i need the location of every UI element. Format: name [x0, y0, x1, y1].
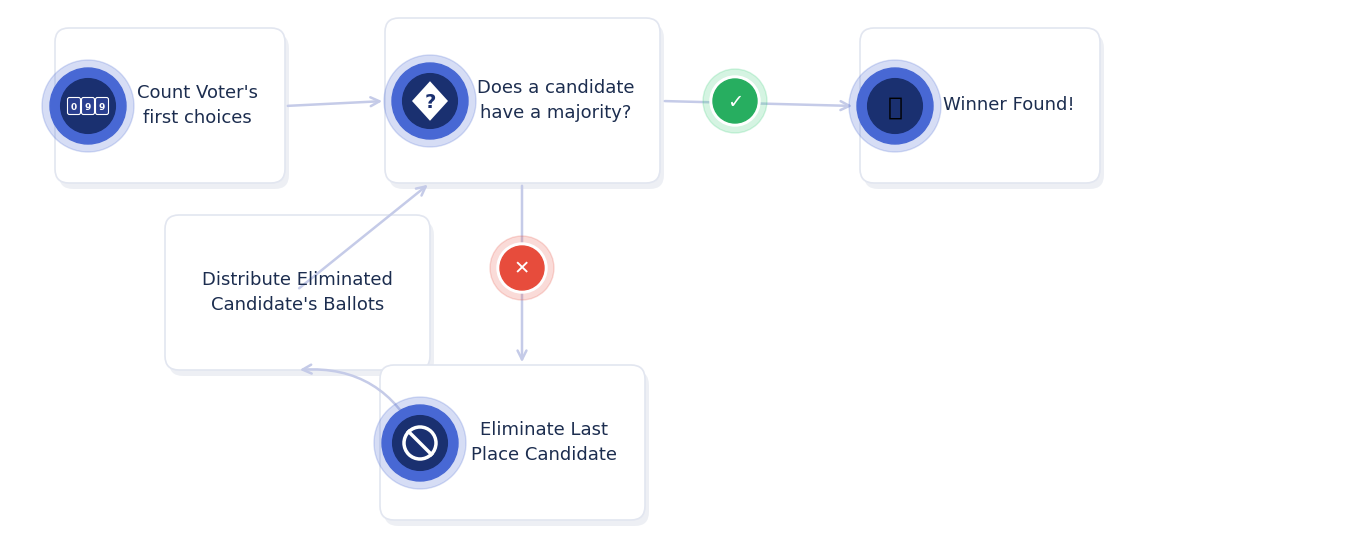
Circle shape — [42, 60, 134, 152]
FancyBboxPatch shape — [384, 371, 649, 526]
Text: Eliminate Last
Place Candidate: Eliminate Last Place Candidate — [471, 421, 618, 464]
Text: 9: 9 — [84, 102, 91, 111]
Text: Distribute Eliminated
Candidate's Ballots: Distribute Eliminated Candidate's Ballot… — [202, 271, 392, 314]
FancyBboxPatch shape — [864, 34, 1104, 189]
FancyBboxPatch shape — [380, 365, 645, 520]
FancyBboxPatch shape — [95, 97, 109, 115]
Circle shape — [497, 243, 547, 293]
Circle shape — [50, 68, 126, 144]
Circle shape — [490, 236, 554, 300]
FancyBboxPatch shape — [388, 24, 664, 189]
FancyBboxPatch shape — [81, 97, 95, 115]
Text: ✕: ✕ — [513, 260, 530, 278]
Text: Count Voter's
first choices: Count Voter's first choices — [137, 84, 258, 127]
Circle shape — [857, 68, 933, 144]
Circle shape — [500, 246, 545, 290]
FancyBboxPatch shape — [68, 97, 80, 115]
Text: 0: 0 — [71, 102, 77, 111]
FancyBboxPatch shape — [58, 34, 289, 189]
Text: Does a candidate
have a majority?: Does a candidate have a majority? — [477, 79, 634, 122]
Polygon shape — [411, 81, 448, 121]
Circle shape — [382, 405, 458, 481]
Circle shape — [392, 63, 469, 139]
Text: Winner Found!: Winner Found! — [942, 96, 1074, 115]
Text: 9: 9 — [99, 102, 105, 111]
Text: ?: ? — [424, 92, 436, 111]
Circle shape — [703, 69, 767, 133]
Circle shape — [384, 55, 477, 147]
FancyBboxPatch shape — [56, 28, 285, 183]
Circle shape — [402, 74, 458, 128]
FancyBboxPatch shape — [860, 28, 1100, 183]
Circle shape — [61, 79, 115, 133]
Text: ✓: ✓ — [727, 92, 743, 111]
FancyBboxPatch shape — [166, 215, 430, 370]
Circle shape — [710, 76, 760, 126]
Circle shape — [868, 79, 922, 133]
Circle shape — [373, 397, 466, 489]
Circle shape — [713, 79, 756, 123]
FancyBboxPatch shape — [168, 221, 435, 376]
Circle shape — [392, 416, 447, 470]
FancyBboxPatch shape — [386, 18, 660, 183]
Circle shape — [849, 60, 941, 152]
Text: 🏆: 🏆 — [888, 96, 903, 120]
